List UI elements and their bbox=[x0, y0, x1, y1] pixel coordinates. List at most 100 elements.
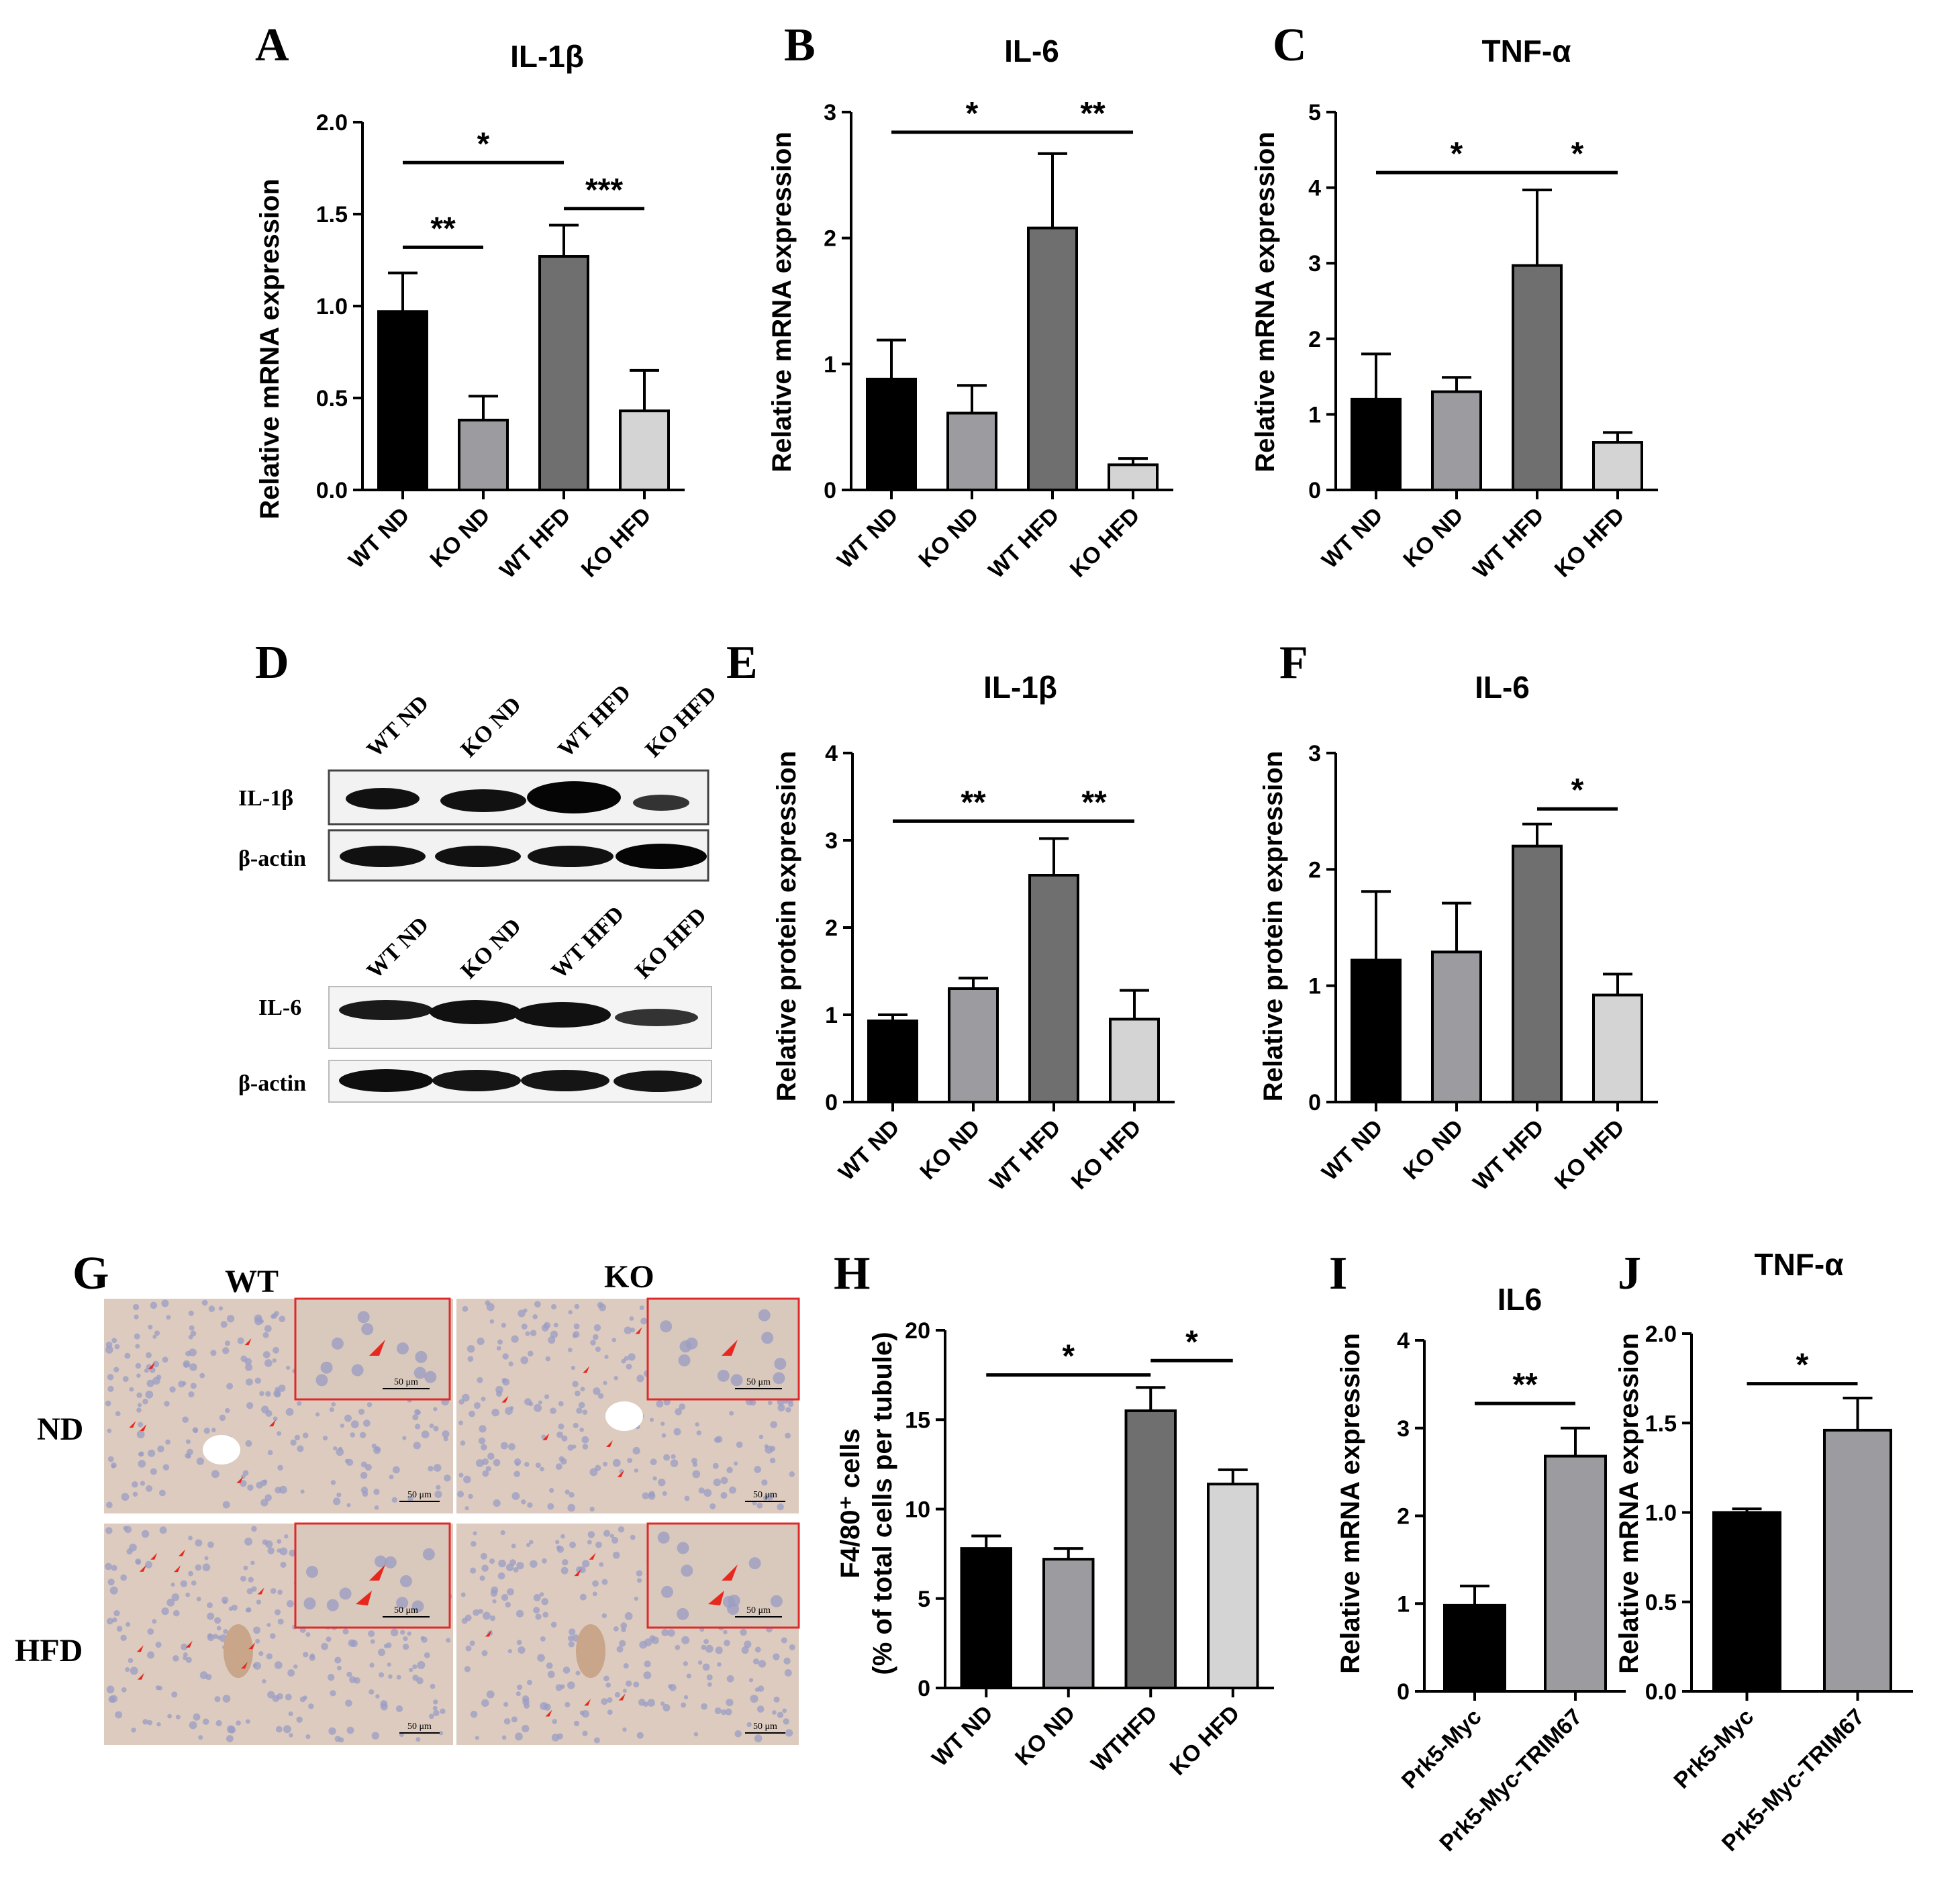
y-tick-label: 2 bbox=[1308, 857, 1321, 883]
nucleus bbox=[497, 1572, 505, 1580]
y-tick-label: 1.5 bbox=[316, 202, 348, 228]
nucleus bbox=[129, 1543, 137, 1552]
inset-nucleus bbox=[677, 1607, 689, 1620]
nucleus bbox=[368, 1630, 375, 1638]
nucleus bbox=[692, 1462, 698, 1467]
chart-title: IL-6 bbox=[1004, 34, 1059, 68]
arrow-marker bbox=[574, 1569, 581, 1577]
nucleus bbox=[191, 1580, 197, 1586]
nucleus bbox=[173, 1655, 179, 1662]
nucleus bbox=[366, 1402, 373, 1407]
chart-title: TNF-α bbox=[1754, 1247, 1843, 1282]
nucleus bbox=[516, 1640, 522, 1645]
nucleus bbox=[636, 1570, 643, 1577]
arrow-marker bbox=[545, 1709, 552, 1717]
blot-band bbox=[633, 795, 689, 811]
nucleus bbox=[336, 1448, 344, 1456]
inset-arrow-marker bbox=[708, 1591, 724, 1605]
bar bbox=[1823, 1428, 1892, 1693]
nucleus bbox=[683, 1695, 689, 1699]
arrow-marker bbox=[635, 1327, 642, 1334]
nucleus bbox=[587, 1531, 595, 1538]
nucleus bbox=[433, 1709, 440, 1717]
arrow-marker bbox=[244, 1338, 252, 1346]
nucleus bbox=[305, 1734, 311, 1740]
nucleus bbox=[784, 1669, 792, 1677]
nucleus bbox=[469, 1410, 475, 1418]
nucleus bbox=[756, 1705, 765, 1713]
nucleus bbox=[284, 1534, 289, 1539]
nucleus bbox=[207, 1541, 214, 1548]
scale-bar-label: 50 μm bbox=[407, 1722, 432, 1732]
inset-nucleus bbox=[677, 1542, 689, 1554]
nucleus bbox=[582, 1560, 590, 1568]
nucleus bbox=[111, 1464, 115, 1469]
nucleus bbox=[334, 1656, 342, 1664]
nucleus bbox=[124, 1526, 132, 1534]
nucleus bbox=[188, 1310, 194, 1316]
nucleus bbox=[726, 1466, 733, 1474]
y-axis-label: Relative protein expression bbox=[1259, 751, 1288, 1101]
nucleus bbox=[185, 1350, 191, 1356]
nucleus bbox=[542, 1558, 547, 1564]
y-axis-label: Relative mRNA expression bbox=[255, 179, 285, 519]
nucleus bbox=[240, 1355, 247, 1362]
nucleus bbox=[116, 1626, 123, 1632]
nucleus bbox=[264, 1325, 272, 1332]
nucleus bbox=[171, 1691, 178, 1698]
nucleus bbox=[421, 1430, 430, 1439]
nucleus bbox=[142, 1398, 148, 1405]
nucleus bbox=[607, 1697, 613, 1703]
nucleus bbox=[603, 1381, 607, 1385]
nucleus bbox=[626, 1363, 632, 1370]
nucleus bbox=[415, 1737, 421, 1742]
inset-nucleus bbox=[681, 1564, 693, 1577]
nucleus bbox=[511, 1543, 516, 1548]
nucleus bbox=[599, 1303, 607, 1311]
bar bbox=[1351, 397, 1402, 491]
nucleus bbox=[465, 1645, 472, 1652]
histology-tiles: 50 μm 50 μm 50 μm 50 μm 50 μm 50 μm 50 μm 50 μm bbox=[104, 1297, 800, 1745]
nucleus bbox=[290, 1439, 297, 1446]
blot-row-label-il1b: IL-1β bbox=[238, 786, 293, 811]
nucleus bbox=[277, 1618, 284, 1625]
nucleus bbox=[262, 1479, 268, 1484]
nucleus bbox=[364, 1464, 372, 1471]
nucleus bbox=[287, 1669, 295, 1677]
arrow-marker bbox=[605, 1440, 613, 1448]
nucleus bbox=[507, 1649, 512, 1654]
inset-nucleus bbox=[723, 1595, 736, 1608]
nucleus bbox=[412, 1414, 419, 1421]
nucleus bbox=[273, 1346, 279, 1354]
vessel-lumen bbox=[203, 1435, 240, 1464]
arrow-marker bbox=[501, 1395, 509, 1403]
nucleus bbox=[736, 1441, 743, 1448]
nucleus bbox=[754, 1734, 763, 1742]
nucleus bbox=[266, 1622, 271, 1627]
nucleus bbox=[125, 1667, 130, 1673]
nucleus bbox=[558, 1423, 565, 1430]
nucleus bbox=[136, 1373, 141, 1378]
nucleus bbox=[524, 1703, 530, 1709]
nucleus bbox=[544, 1703, 551, 1711]
inset-nucleus bbox=[396, 1342, 409, 1355]
bar bbox=[1592, 993, 1643, 1103]
nucleus bbox=[725, 1708, 732, 1715]
nucleus bbox=[556, 1431, 563, 1438]
y-tick-label: 2.0 bbox=[1645, 1322, 1677, 1347]
nucleus bbox=[686, 1673, 691, 1679]
nucleus bbox=[265, 1391, 271, 1397]
nucleus bbox=[573, 1422, 579, 1428]
nucleus bbox=[285, 1407, 294, 1416]
nucleus bbox=[650, 1458, 657, 1466]
nucleus bbox=[614, 1691, 621, 1698]
nucleus bbox=[138, 1460, 146, 1468]
nucleus bbox=[660, 1701, 665, 1706]
nucleus bbox=[590, 1340, 596, 1346]
y-tick-label: 0.0 bbox=[1645, 1679, 1677, 1705]
nucleus bbox=[438, 1731, 444, 1736]
nucleus bbox=[198, 1735, 203, 1740]
nucleus bbox=[500, 1442, 508, 1450]
nucleus bbox=[414, 1424, 421, 1430]
